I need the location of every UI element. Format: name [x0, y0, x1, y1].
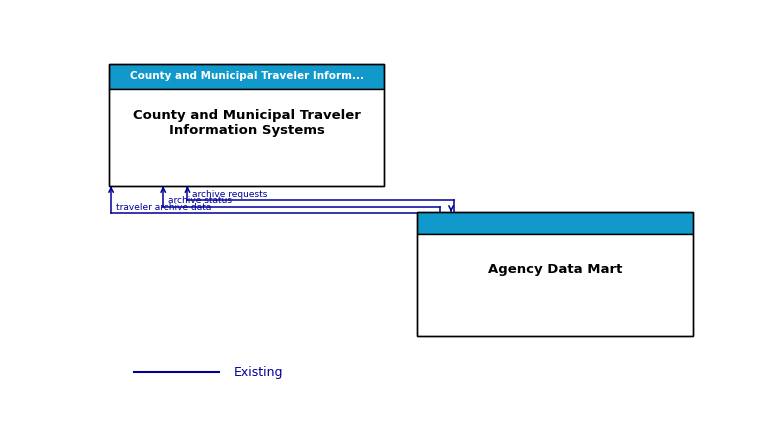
Text: archive requests: archive requests	[192, 190, 267, 198]
Text: Agency Data Mart: Agency Data Mart	[488, 263, 622, 276]
Text: County and Municipal Traveler Inform...: County and Municipal Traveler Inform...	[130, 72, 364, 81]
Text: Existing: Existing	[234, 366, 284, 379]
Bar	[109, 64, 385, 89]
Bar	[109, 89, 385, 186]
Bar	[417, 212, 693, 234]
Text: traveler archive data: traveler archive data	[116, 202, 211, 211]
Bar	[109, 64, 385, 186]
Text: archive status: archive status	[168, 196, 232, 205]
Text: County and Municipal Traveler
Information Systems: County and Municipal Traveler Informatio…	[133, 109, 361, 137]
Bar	[417, 234, 693, 336]
Bar	[417, 212, 693, 336]
